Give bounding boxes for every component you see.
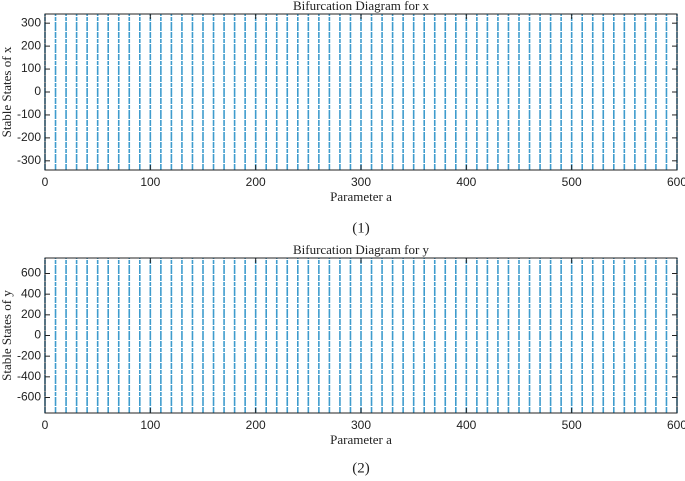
y-axis-label: Stable States of x bbox=[0, 46, 14, 137]
y-tick-label: 200 bbox=[21, 307, 41, 321]
y-tick-label: -200 bbox=[17, 130, 41, 144]
y-tick-label: 200 bbox=[21, 38, 41, 52]
x-tick-label: 300 bbox=[351, 418, 371, 432]
x-tick-label: 600 bbox=[667, 175, 685, 189]
y-tick-label: 0 bbox=[34, 328, 41, 342]
x-tick-label: 200 bbox=[246, 418, 266, 432]
x-tick-label: 500 bbox=[562, 175, 582, 189]
y-tick-label: -200 bbox=[17, 348, 41, 362]
caption: (1) bbox=[352, 220, 370, 236]
caption: (2) bbox=[352, 460, 370, 476]
chart-title: Bifurcation Diagram for x bbox=[293, 0, 430, 13]
x-axis-label: Parameter a bbox=[330, 432, 392, 447]
y-tick-label: 0 bbox=[34, 84, 41, 98]
y-tick-label: -400 bbox=[17, 369, 41, 383]
y-tick-label: -100 bbox=[17, 107, 41, 121]
y-tick-label: -300 bbox=[17, 153, 41, 167]
y-tick-label: 300 bbox=[21, 15, 41, 29]
x-tick-label: 400 bbox=[456, 175, 476, 189]
x-tick-label: 600 bbox=[667, 418, 685, 432]
x-tick-label: 100 bbox=[140, 418, 160, 432]
y-tick-label: -600 bbox=[17, 390, 41, 404]
x-tick-label: 100 bbox=[140, 175, 160, 189]
x-tick-label: 300 bbox=[351, 175, 371, 189]
x-tick-label: 500 bbox=[562, 418, 582, 432]
chart-title: Bifurcation Diagram for y bbox=[293, 242, 430, 257]
x-tick-label: 400 bbox=[456, 418, 476, 432]
y-tick-label: 100 bbox=[21, 61, 41, 75]
x-tick-label: 200 bbox=[246, 175, 266, 189]
x-tick-label: 0 bbox=[42, 418, 49, 432]
x-axis-label: Parameter a bbox=[330, 189, 392, 204]
y-tick-label: 600 bbox=[21, 266, 41, 280]
x-tick-label: 0 bbox=[42, 175, 49, 189]
y-axis-label: Stable States of y bbox=[0, 290, 14, 381]
y-tick-label: 400 bbox=[21, 286, 41, 300]
